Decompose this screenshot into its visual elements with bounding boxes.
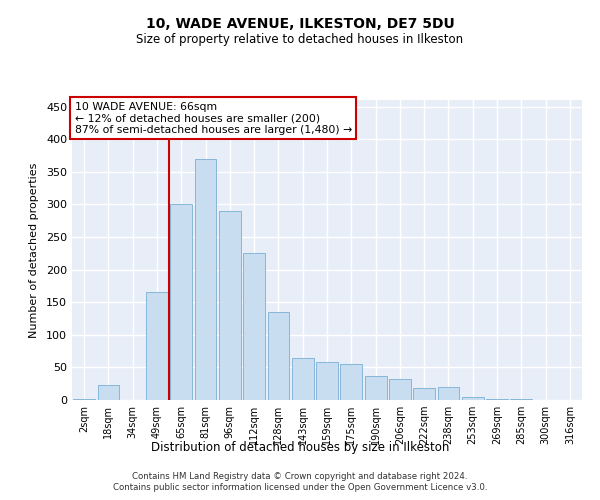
Bar <box>194 158 217 400</box>
Bar <box>413 388 435 400</box>
Text: Size of property relative to detached houses in Ilkeston: Size of property relative to detached ho… <box>136 32 464 46</box>
Bar <box>268 312 289 400</box>
Bar <box>146 292 168 400</box>
Bar <box>316 362 338 400</box>
Bar <box>462 396 484 400</box>
Bar <box>97 385 119 400</box>
Bar <box>486 398 508 400</box>
Bar <box>437 387 460 400</box>
Bar <box>170 204 192 400</box>
Bar <box>365 376 386 400</box>
Text: Distribution of detached houses by size in Ilkeston: Distribution of detached houses by size … <box>151 441 449 454</box>
Y-axis label: Number of detached properties: Number of detached properties <box>29 162 39 338</box>
Text: 10 WADE AVENUE: 66sqm
← 12% of detached houses are smaller (200)
87% of semi-det: 10 WADE AVENUE: 66sqm ← 12% of detached … <box>74 102 352 134</box>
Bar <box>292 358 314 400</box>
Text: Contains HM Land Registry data © Crown copyright and database right 2024.: Contains HM Land Registry data © Crown c… <box>132 472 468 481</box>
Bar <box>219 211 241 400</box>
Bar <box>243 254 265 400</box>
Text: Contains public sector information licensed under the Open Government Licence v3: Contains public sector information licen… <box>113 484 487 492</box>
Text: 10, WADE AVENUE, ILKESTON, DE7 5DU: 10, WADE AVENUE, ILKESTON, DE7 5DU <box>146 18 454 32</box>
Bar <box>389 379 411 400</box>
Bar <box>340 364 362 400</box>
